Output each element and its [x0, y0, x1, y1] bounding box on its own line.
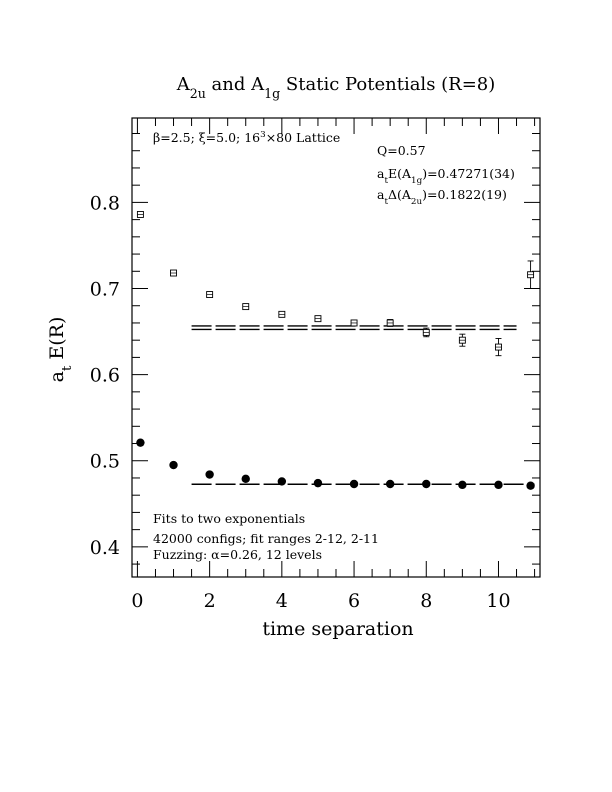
chart-title-text: A2u and A1g Static Potentials (R=8) — [176, 74, 496, 101]
chart-title: A2u and A1g Static Potentials (R=8) — [176, 74, 496, 101]
energy-mid: E(A — [388, 166, 412, 181]
chart-title-text-part: and A — [206, 74, 265, 95]
y-tick-label: 0.4 — [90, 537, 120, 559]
fuzzing-annotation: Fuzzing: α=0.26, 12 levels — [153, 547, 322, 562]
lattice-text: =5.0; 16 — [206, 130, 260, 145]
y-tick-label: 0.7 — [90, 279, 120, 301]
y-axis-label: at E(R) — [46, 317, 75, 383]
y-tick-label: 0.6 — [90, 365, 120, 387]
ground-state-point — [313, 478, 323, 488]
x-tick-labels: 0 2 4 6 8 10 — [131, 590, 510, 612]
beta-symbol: β — [153, 130, 160, 145]
ground-state-point — [494, 480, 503, 490]
ground-state-point — [136, 438, 145, 447]
delta-a-subscript: t — [384, 197, 388, 207]
lattice-superscript: 3 — [260, 130, 266, 140]
ground-state-point — [422, 479, 431, 489]
alpha-symbol: α — [211, 547, 220, 562]
y-tick-label: 0.5 — [90, 451, 120, 473]
delta-value: )=0.1822(19) — [422, 187, 507, 202]
x-tick-label: 0 — [131, 590, 143, 612]
y-axis-label-text: at E(R) — [46, 317, 75, 383]
lattice-annotation: β=2.5; ξ=5.0; 163×80 Lattice — [153, 130, 340, 145]
ground-state-point — [458, 480, 467, 490]
y-tick-labels: 0.4 0.5 0.6 0.7 0.8 — [90, 192, 120, 558]
xi-symbol: ξ — [199, 130, 206, 145]
x-tick-label: 4 — [276, 590, 288, 612]
energy-annotation: atE(A1g)=0.47271(34) — [377, 166, 515, 186]
ground-state-point — [526, 481, 535, 490]
annotations: β=2.5; ξ=5.0; 163×80 LatticeQ=0.57atE(A1… — [153, 130, 515, 562]
axis-ticks — [132, 118, 540, 577]
fits-annotation: Fits to two exponentials — [153, 511, 305, 526]
ground-state-point — [241, 474, 250, 484]
energy-a: a — [377, 166, 385, 181]
y-axis-label-subscript: t — [60, 365, 75, 371]
delta-annotation: atΔ(A2u)=0.1822(19) — [377, 187, 507, 207]
ground-state-point — [169, 460, 178, 470]
x-tick-label: 6 — [348, 590, 360, 612]
energy-a-subscript: t — [384, 176, 388, 186]
x-tick-label: 10 — [486, 590, 510, 612]
ground-state-point — [385, 479, 395, 489]
q-annotation: Q=0.57 — [377, 143, 426, 158]
x-axis-label: time separation — [262, 618, 413, 640]
lattice-text: ×80 Lattice — [266, 130, 341, 145]
ground-state-point — [349, 479, 359, 489]
delta-mid: Δ(A — [388, 187, 412, 202]
chart-title-text-part: Static Potentials (R=8) — [280, 74, 495, 95]
configs-annotation: 42000 configs; fit ranges 2-12, 2-11 — [153, 531, 379, 546]
x-tick-label: 8 — [420, 590, 432, 612]
chart-title-text-subscript: 1g — [264, 86, 280, 101]
fit-lines — [191, 325, 535, 486]
delta-mid-subscript: 2u — [411, 197, 423, 207]
y-tick-label: 0.8 — [90, 192, 120, 214]
lattice-text: =2.5; — [160, 130, 199, 145]
y-axis-label-main: a — [46, 371, 68, 382]
energy-mid-subscript: 1g — [411, 176, 423, 186]
fuzzing-pre: Fuzzing: — [153, 547, 211, 562]
ground-state-point — [277, 477, 287, 486]
delta-a: a — [377, 187, 385, 202]
chart-title-text-subscript: 2u — [190, 86, 206, 101]
x-tick-label: 2 — [204, 590, 216, 612]
energy-value: )=0.47271(34) — [422, 166, 515, 181]
ground-state-point — [205, 470, 214, 479]
y-axis-label-rest: E(R) — [46, 317, 68, 366]
chart-title-text-part: A — [176, 74, 191, 95]
data-series — [136, 211, 535, 490]
fuzzing-post: =0.26, 12 levels — [220, 547, 322, 562]
